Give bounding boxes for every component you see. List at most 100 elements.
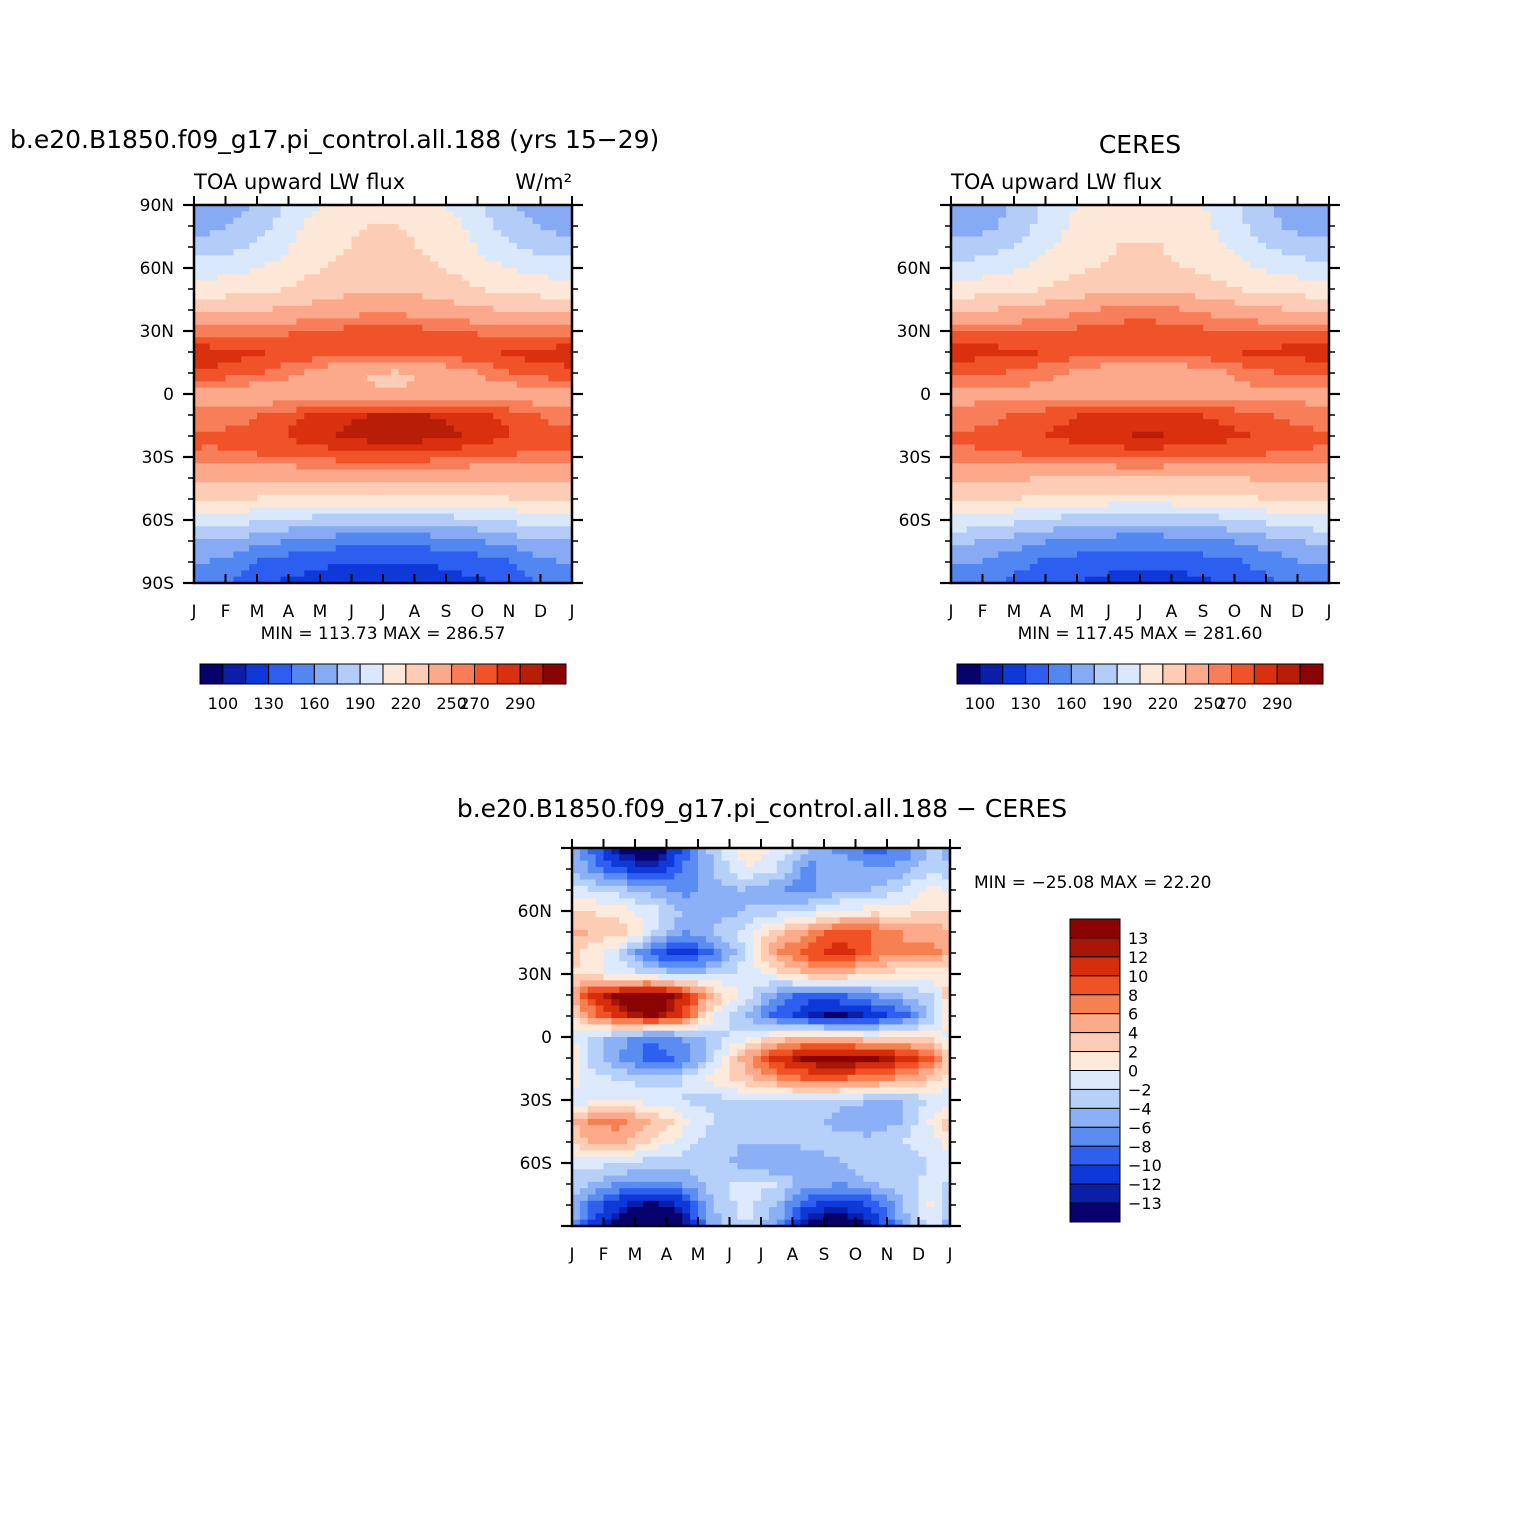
heatmap-cell [1226,431,1236,439]
heatmap-cell [982,412,991,420]
heatmap-cell [998,305,1007,313]
heatmap-cell [312,249,321,256]
heatmap-cell [209,286,219,294]
heatmap-cell [1305,286,1314,294]
heatmap-cell [1218,450,1228,458]
heatmap-cell [335,312,345,319]
heatmap-cell [974,217,984,225]
heatmap-cell [233,513,242,521]
heatmap-cell [1234,450,1243,458]
heatmap-cell [958,425,968,433]
heatmap-cell [327,551,337,559]
heatmap-cell [1045,457,1054,464]
heatmap-cell [1313,211,1322,219]
heatmap-cell [477,475,486,483]
heatmap-cell [1258,419,1267,427]
heatmap-cell [509,551,518,559]
heatmap-cell [257,438,266,445]
heatmap-cell [1116,312,1125,319]
heatmap-cell [532,268,542,275]
heatmap-cell [524,545,534,553]
heatmap-cell [1084,331,1094,338]
heatmap-cell [1108,217,1117,225]
heatmap-cell [1250,324,1259,332]
heatmap-cell [1021,387,1031,395]
heatmap-cell [1297,230,1306,238]
heatmap-cell [1163,438,1173,445]
heatmap-cell [1258,331,1267,338]
heatmap-cell [1108,368,1117,376]
heatmap-cell [249,513,258,521]
heatmap-cell [383,494,392,502]
heatmap-cell [1140,268,1149,275]
heatmap-cell [209,394,219,401]
heatmap-cell [1155,381,1165,389]
heatmap-cell [532,305,542,313]
heatmap-cell [1273,387,1283,395]
heatmap-cell [501,255,510,263]
heatmap-cell [1297,457,1306,464]
heatmap-cell [1289,293,1299,301]
heatmap-cell [1281,444,1291,452]
heatmap-cell [209,293,219,301]
heatmap-cell [469,438,479,445]
heatmap-cell [501,507,510,515]
heatmap-cell [1289,242,1299,250]
heatmap-cell [453,205,463,212]
heatmap-cell [1077,230,1086,238]
heatmap-cell [320,538,329,546]
heatmap-cell [1061,406,1070,414]
heatmap-cell [194,230,203,238]
heatmap-cell [335,551,345,559]
heatmap-cell [1163,431,1173,439]
heatmap-cell [477,419,486,427]
heatmap-cell [1069,236,1078,244]
heatmap-cell [501,557,510,565]
heatmap-cell [998,236,1007,244]
heatmap-cell [1266,431,1275,439]
heatmap-cell [958,255,968,263]
heatmap-cell [1100,211,1110,219]
heatmap-cell [540,551,549,559]
heatmap-cell [509,356,518,364]
heatmap-cell [1061,280,1070,288]
heatmap-cell [296,488,305,496]
heatmap-cell [1163,274,1173,282]
heatmap-cell [225,356,234,364]
heatmap-cell [383,400,392,408]
heatmap-cell [1179,457,1188,464]
heatmap-cell [958,444,968,452]
heatmap-cell [1313,362,1322,370]
heatmap-cell [532,280,542,288]
heatmap-cell [414,368,423,376]
heatmap-cell [1297,318,1306,326]
heatmap-cell [288,255,297,263]
heatmap-cell [343,387,353,395]
heatmap-cell [438,545,447,553]
heatmap-cell [1092,249,1102,256]
heatmap-cell [233,431,242,439]
heatmap-cell [1258,375,1267,382]
heatmap-cell [493,255,502,263]
heatmap-cell [509,501,518,508]
heatmap-cell [1100,242,1110,250]
heatmap-cell [564,331,573,338]
heatmap-cell [1218,337,1228,345]
heatmap-cell [194,211,203,219]
heatmap-cell [1281,331,1291,338]
heatmap-cell [375,469,384,477]
heatmap-cell [209,570,219,578]
heatmap-cell [351,412,360,420]
heatmap-cell [493,513,502,521]
heatmap-cell [351,463,360,471]
heatmap-cell [509,425,518,433]
heatmap-cell [201,545,211,553]
heatmap-cell [398,230,408,238]
heatmap-cell [1234,312,1243,319]
heatmap-cell [296,268,305,275]
heatmap-cell [1266,349,1275,357]
heatmap-cell [493,438,502,445]
heatmap-cell [556,538,565,546]
heatmap-cell [1092,450,1102,458]
heatmap-cell [367,268,376,275]
